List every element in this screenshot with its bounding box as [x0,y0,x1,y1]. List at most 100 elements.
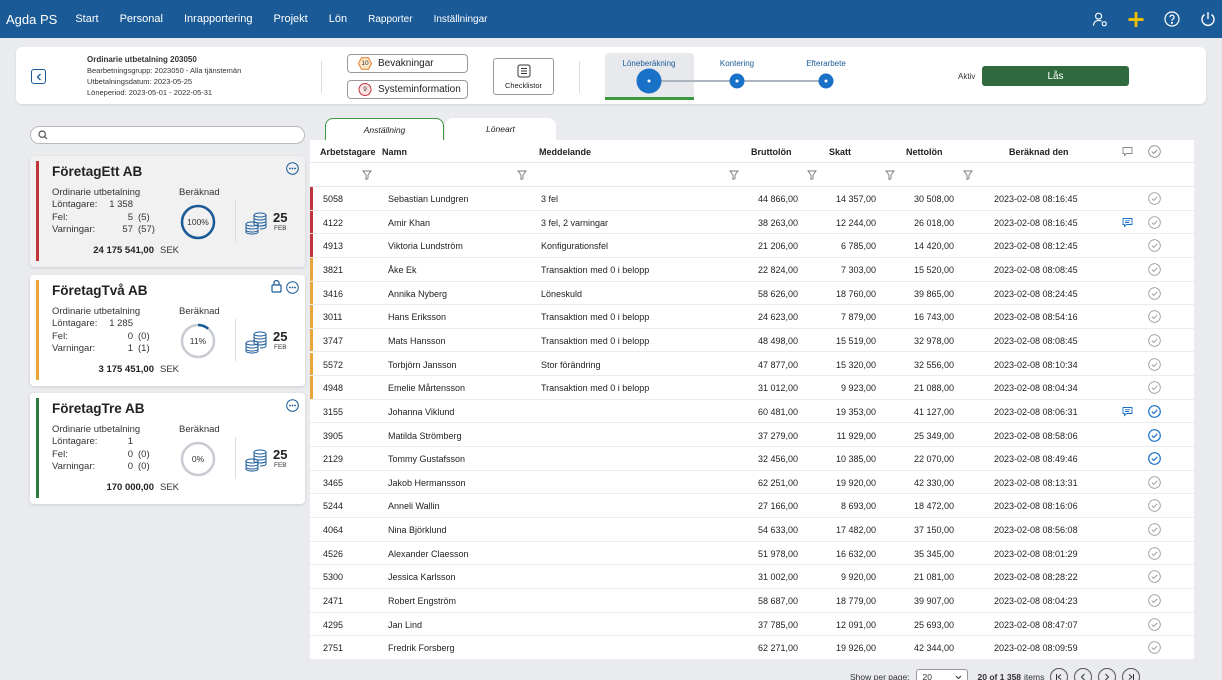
col-header-calculated-at[interactable]: Beräknad den [1009,147,1069,157]
approve-check-icon[interactable] [1148,404,1161,418]
table-row[interactable]: 5572 Torbjörn Jansson Stor förändring 47… [310,352,1194,377]
run-name: Ordinarie utbetalning [52,187,141,198]
approve-check-icon[interactable] [1148,286,1161,300]
step-label-efterarbete[interactable]: Efterarbete [806,59,846,68]
table-row[interactable]: 5058 Sebastian Lundgren 3 fel 44 866,00 … [310,187,1194,211]
table-row[interactable]: 3155 Johanna Viklund 60 481,00 19 353,00… [310,400,1194,424]
filter-icon[interactable] [885,170,895,180]
col-header-gross-pay[interactable]: Bruttolön [751,147,792,157]
more-options-icon[interactable] [286,162,299,175]
step-label-loneberakning[interactable]: Löneberäkning [622,59,676,68]
approve-check-icon[interactable] [1148,523,1161,536]
more-options-icon[interactable] [286,281,299,294]
app-title[interactable]: Agda PS [6,11,58,27]
table-row[interactable]: 3465 Jakob Hermansson 62 251,00 19 920,0… [310,471,1194,495]
col-header-name[interactable]: Namn [382,147,408,157]
company-card[interactable]: FöretagTvå AB Ordinarie utbetalning Lönt… [30,275,305,386]
table-row[interactable]: 4295 Jan Lind 37 785,00 12 091,00 25 693… [310,613,1194,637]
approve-check-icon[interactable] [1148,263,1161,276]
gross-pay: 62 251,00 [757,477,798,488]
step-dot-kontering[interactable] [729,73,745,89]
col-header-employee-id[interactable]: Arbetstagare [320,147,376,157]
system-info-button[interactable]: 9 Systeminformation [347,80,468,99]
power-icon[interactable] [1200,11,1216,27]
search-input[interactable] [53,129,293,141]
approve-check-icon[interactable] [1148,546,1161,560]
first-page-button[interactable] [1050,668,1069,680]
nav-item-inrapportering[interactable]: Inrapportering [183,13,253,25]
approve-check-icon[interactable] [1148,499,1161,513]
comment-column-icon[interactable] [1122,146,1133,157]
table-row[interactable]: 2129 Tommy Gustafsson 32 456,00 10 385,0… [310,447,1194,471]
table-row[interactable]: 2751 Fredrik Forsberg 62 271,00 19 926,0… [310,636,1194,660]
approve-check-icon[interactable] [1148,452,1161,466]
page-size-select[interactable]: 20 [915,669,968,680]
lock-button[interactable]: Lås [982,66,1129,86]
approve-check-icon[interactable] [1148,381,1161,394]
filter-icon[interactable] [517,170,527,180]
company-card[interactable]: FöretagEtt AB Ordinarie utbetalning Lönt… [30,156,305,267]
approve-check-icon[interactable] [1148,476,1161,489]
more-options-icon[interactable] [286,399,299,412]
company-search[interactable] [30,126,305,144]
table-row[interactable]: 3747 Mats Hansson Transaktion med 0 i be… [310,328,1194,353]
back-button[interactable] [31,69,46,84]
next-page-button[interactable] [1098,668,1117,680]
col-header-net-pay[interactable]: Nettolön [906,147,943,157]
tab-anstallning[interactable]: Anställning [325,118,444,140]
watch-button[interactable]: 10 Bevakningar [347,54,468,73]
nav-item-projekt[interactable]: Projekt [273,13,308,25]
filter-icon[interactable] [963,170,973,180]
add-plus-icon[interactable] [1128,11,1144,27]
tab-loneart[interactable]: Löneart [445,118,556,140]
approve-check-icon[interactable] [1148,334,1161,347]
filter-icon[interactable] [362,170,372,180]
approve-check-icon[interactable] [1148,215,1161,229]
table-row[interactable]: 4122 Amir Khan 3 fel, 2 varningar 38 263… [310,210,1194,235]
approve-check-icon[interactable] [1148,357,1161,371]
filter-icon[interactable] [807,170,817,180]
table-row[interactable]: 2471 Robert Engström 58 687,00 18 779,00… [310,589,1194,613]
approve-check-icon[interactable] [1148,428,1161,442]
table-row[interactable]: 3821 Åke Ek Transaktion med 0 i belopp 2… [310,257,1194,282]
step-label-kontering[interactable]: Kontering [719,59,755,68]
approve-check-icon[interactable] [1148,310,1161,324]
col-header-message[interactable]: Meddelande [539,147,592,157]
company-card[interactable]: FöretagTre AB Ordinarie utbetalning Lönt… [30,393,305,504]
last-page-button[interactable] [1122,668,1141,680]
user-settings-icon[interactable] [1092,11,1108,27]
approve-check-icon[interactable] [1148,594,1161,607]
table-row[interactable]: 3011 Hans Eriksson Transaktion med 0 i b… [310,305,1194,329]
approve-check-icon[interactable] [1148,641,1161,655]
approve-check-icon[interactable] [1148,239,1161,253]
nav-item-personal[interactable]: Personal [119,13,163,25]
help-icon[interactable] [1164,11,1180,27]
nav-item-start[interactable]: Start [75,13,99,25]
step-dot-efterarbete[interactable] [818,73,834,89]
table-row[interactable]: 3416 Annika Nyberg Löneskuld 58 626,00 1… [310,281,1194,306]
table-row[interactable]: 4064 Nina Björklund 54 633,00 17 482,00 … [310,518,1194,542]
comment-icon[interactable] [1122,217,1133,228]
step-dot-loneberakning[interactable] [636,68,662,94]
lock-icon[interactable] [271,279,282,293]
previous-page-button[interactable] [1074,668,1093,680]
nav-item-inst-llningar[interactable]: Inställningar [433,13,488,25]
checklist-button[interactable]: Checklistor [493,58,554,95]
nav-item-l-n[interactable]: Lön [328,13,348,25]
table-row[interactable]: 5244 Anneli Wallin 27 166,00 8 693,00 18… [310,494,1194,519]
table-row[interactable]: 5300 Jessica Karlsson 31 002,00 9 920,00… [310,565,1194,589]
table-row[interactable]: 4526 Alexander Claesson 51 978,00 16 632… [310,542,1194,566]
check-column-icon[interactable] [1148,145,1161,158]
comment-icon[interactable] [1122,406,1133,417]
nav-item-rapporter[interactable]: Rapporter [368,13,413,25]
table-row[interactable]: 4913 Viktoria Lundström Konfigurationsfe… [310,234,1194,258]
employee-id: 4913 [323,241,344,252]
approve-check-icon[interactable] [1148,192,1161,205]
col-header-tax[interactable]: Skatt [829,147,852,157]
approve-check-icon[interactable] [1148,570,1161,584]
filter-icon[interactable] [729,170,739,180]
table-row[interactable]: 3905 Matilda Strömberg 37 279,00 11 929,… [310,424,1194,448]
table-row[interactable]: 4948 Emelie Mårtensson Transaktion med 0… [310,376,1194,400]
page-size-value: 20 [922,672,933,680]
approve-check-icon[interactable] [1148,617,1161,631]
